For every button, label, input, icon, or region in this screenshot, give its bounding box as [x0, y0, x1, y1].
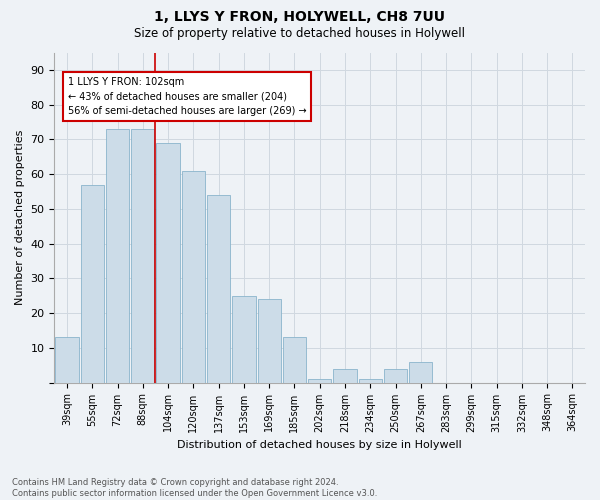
- Bar: [257, 299, 281, 382]
- Bar: [131, 129, 154, 382]
- Bar: [80, 184, 104, 382]
- Text: Size of property relative to detached houses in Holywell: Size of property relative to detached ho…: [134, 28, 466, 40]
- Bar: [409, 362, 433, 382]
- Bar: [55, 338, 79, 382]
- Bar: [182, 170, 205, 382]
- Text: Contains HM Land Registry data © Crown copyright and database right 2024.
Contai: Contains HM Land Registry data © Crown c…: [12, 478, 377, 498]
- Bar: [207, 195, 230, 382]
- Text: 1, LLYS Y FRON, HOLYWELL, CH8 7UU: 1, LLYS Y FRON, HOLYWELL, CH8 7UU: [155, 10, 445, 24]
- Bar: [334, 368, 356, 382]
- Bar: [359, 379, 382, 382]
- Bar: [308, 379, 331, 382]
- Bar: [384, 368, 407, 382]
- Y-axis label: Number of detached properties: Number of detached properties: [15, 130, 25, 305]
- Bar: [106, 129, 129, 382]
- Text: 1 LLYS Y FRON: 102sqm
← 43% of detached houses are smaller (204)
56% of semi-det: 1 LLYS Y FRON: 102sqm ← 43% of detached …: [68, 77, 306, 116]
- Bar: [283, 338, 306, 382]
- Bar: [157, 143, 180, 382]
- Bar: [232, 296, 256, 382]
- X-axis label: Distribution of detached houses by size in Holywell: Distribution of detached houses by size …: [178, 440, 462, 450]
